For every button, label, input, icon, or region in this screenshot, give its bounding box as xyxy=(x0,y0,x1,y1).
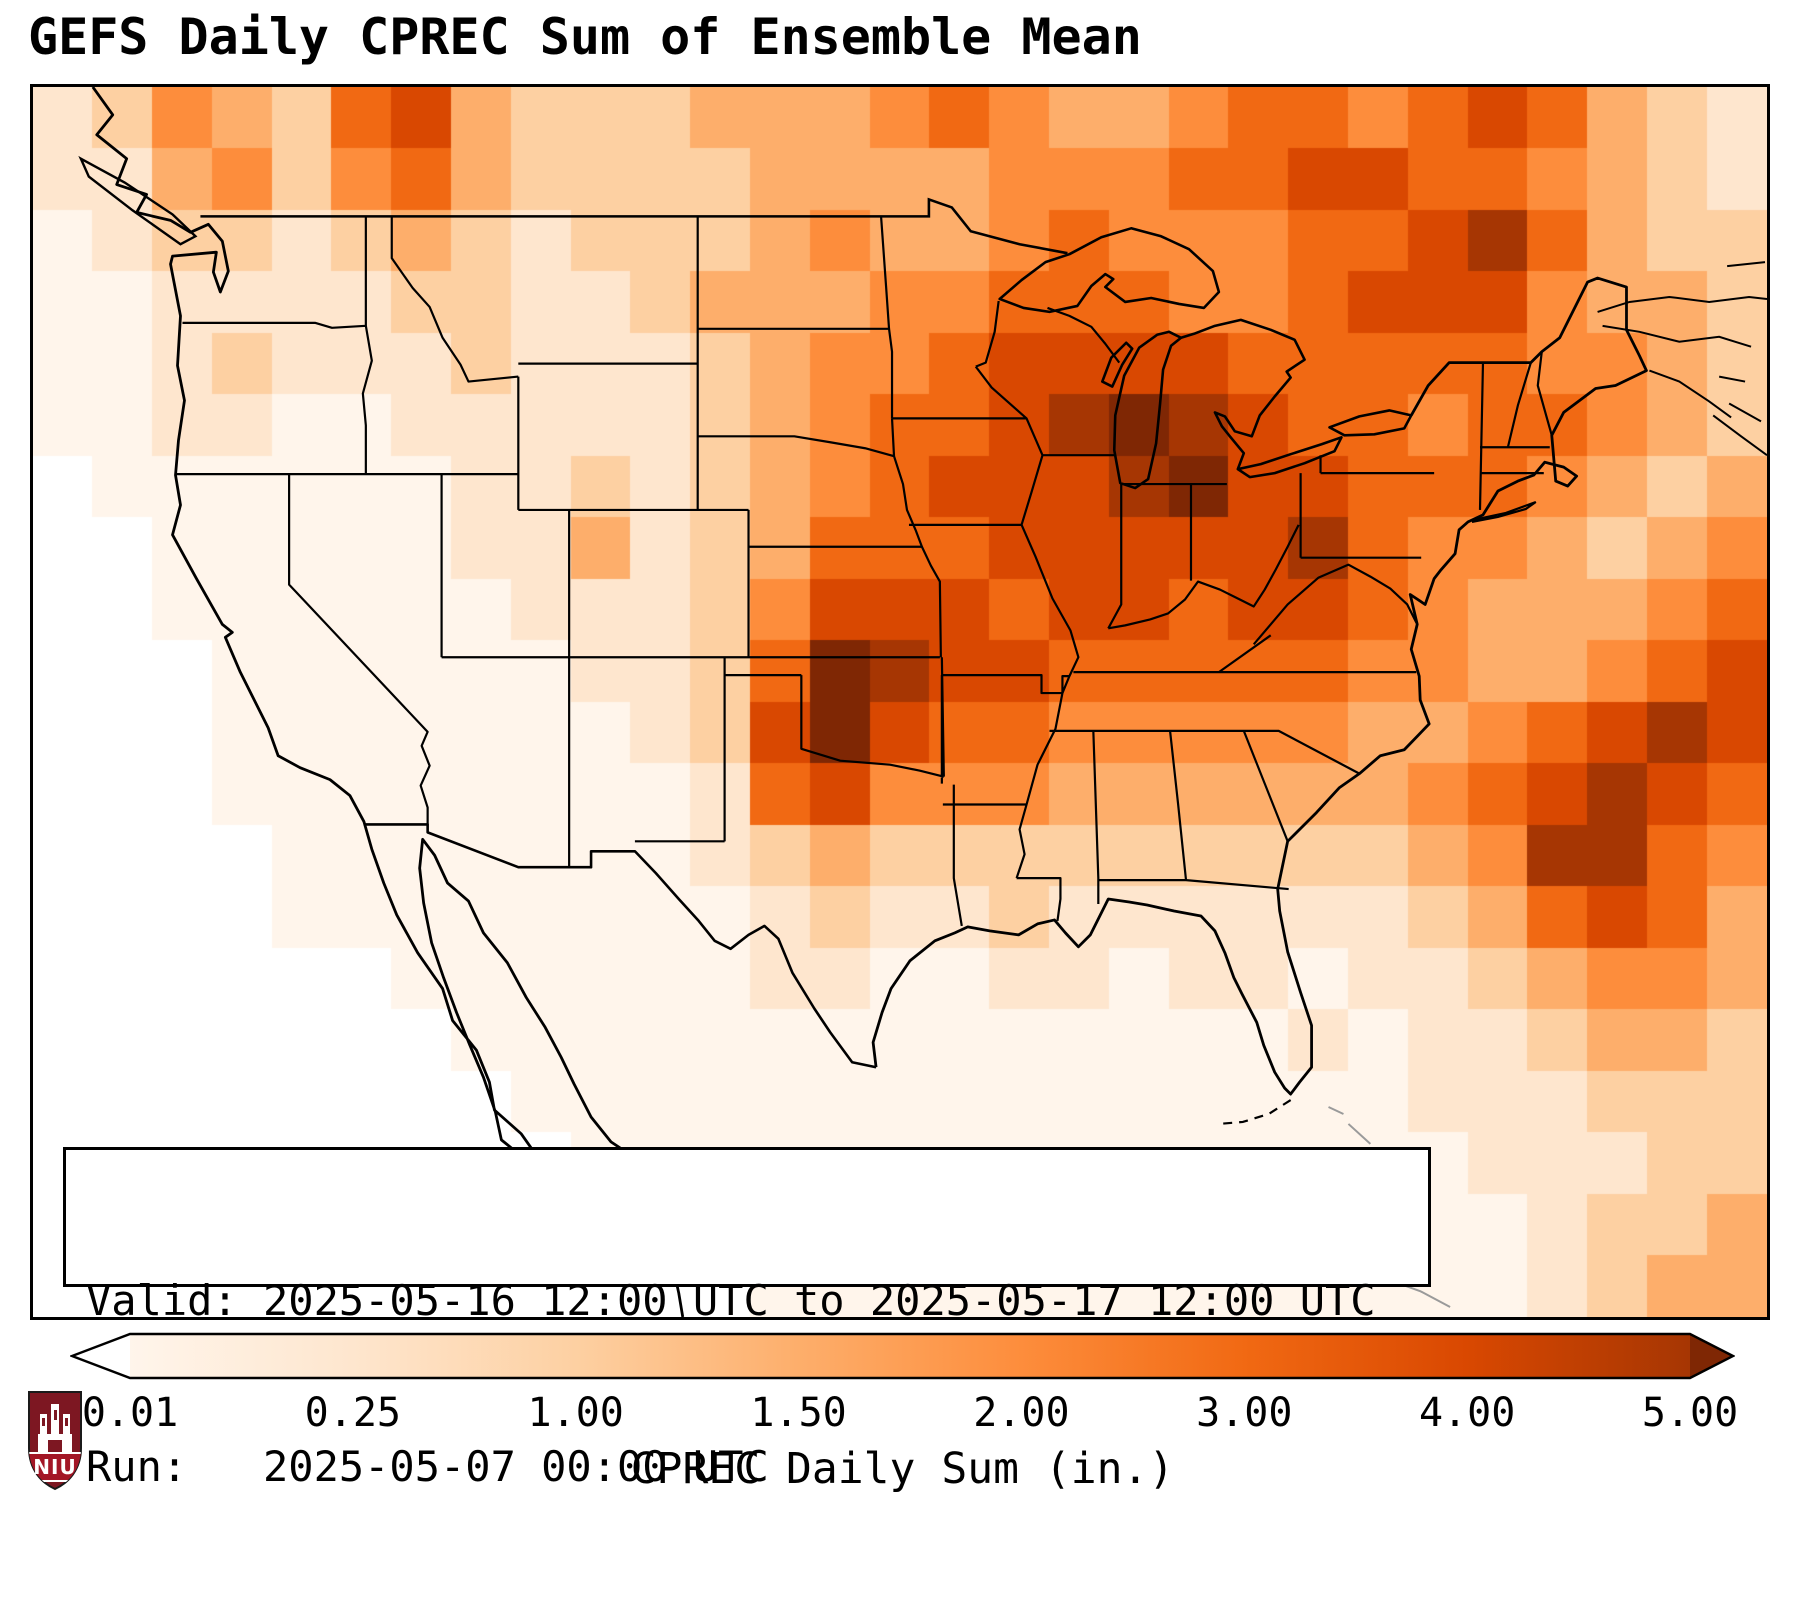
long-island-coastline xyxy=(1471,500,1537,523)
state-borders xyxy=(176,216,1553,927)
us-mexico-border xyxy=(363,823,877,1069)
colorbar-tick: 4.00 xyxy=(1418,1390,1516,1436)
florida-keys-coastline xyxy=(1218,1099,1292,1126)
colorbar-ramp xyxy=(130,1334,1690,1378)
gulf-atlantic-coastline xyxy=(871,276,1648,1096)
colorbar-tick: 5.00 xyxy=(1641,1390,1739,1436)
us-canada-border xyxy=(200,197,1068,255)
figure-title: GEFS Daily CPREC Sum of Ensemble Mean xyxy=(28,8,1142,66)
colorbar: 0.01 0.25 1.00 1.50 2.00 3.00 4.00 5.00 CPREC D… xyxy=(68,1332,1739,1494)
lake-michigan-outline xyxy=(1101,330,1183,490)
colorbar-over-arrow xyxy=(1690,1334,1733,1378)
colorbar-tick: 2.00 xyxy=(973,1390,1070,1436)
run-time-line: Run: 2025-05-07 00:00 UTC xyxy=(86,1442,769,1492)
lake-huron-erie-ontario-outline xyxy=(1180,318,1413,479)
colorbar-tick-labels: 0.01 0.25 1.00 1.50 2.00 3.00 4.00 5.00 xyxy=(70,1390,1739,1436)
geography-borders-overlay xyxy=(78,87,1767,1317)
colorbar-tick: 1.50 xyxy=(750,1390,847,1436)
map-panel: Valid: 2025-05-16 12:00 UTC to 2025-05-1… xyxy=(30,84,1770,1491)
colorbar-outline xyxy=(68,1332,1736,1380)
lake-superior-outline xyxy=(998,227,1221,314)
niu-logo-text: NIU xyxy=(33,1455,76,1479)
colorbar-gradient-bar xyxy=(68,1332,1736,1380)
colorbar-tick: 3.00 xyxy=(1196,1390,1293,1436)
colorbar-tick: 0.01 xyxy=(81,1390,179,1436)
colorbar-tick: 1.00 xyxy=(527,1390,624,1436)
niu-logo: NIU xyxy=(28,1391,82,1491)
valid-run-infobox: Valid: 2025-05-16 12:00 UTC to 2025-05-1… xyxy=(63,1147,1431,1491)
st-lawrence-maritimes-coastline xyxy=(1597,261,1767,457)
pacific-mexico-coastline xyxy=(91,87,685,1317)
colorbar-label: CPREC Daily Sum (in.) xyxy=(630,1444,1175,1494)
colorbar-tick: 0.25 xyxy=(304,1390,402,1436)
vancouver-island-coastline xyxy=(78,155,198,246)
colorbar-under-arrow xyxy=(72,1334,130,1378)
valid-time-line: Valid: 2025-05-16 12:00 UTC to 2025-05-1… xyxy=(86,1275,1376,1325)
precipitation-heatmap xyxy=(33,87,1767,1317)
